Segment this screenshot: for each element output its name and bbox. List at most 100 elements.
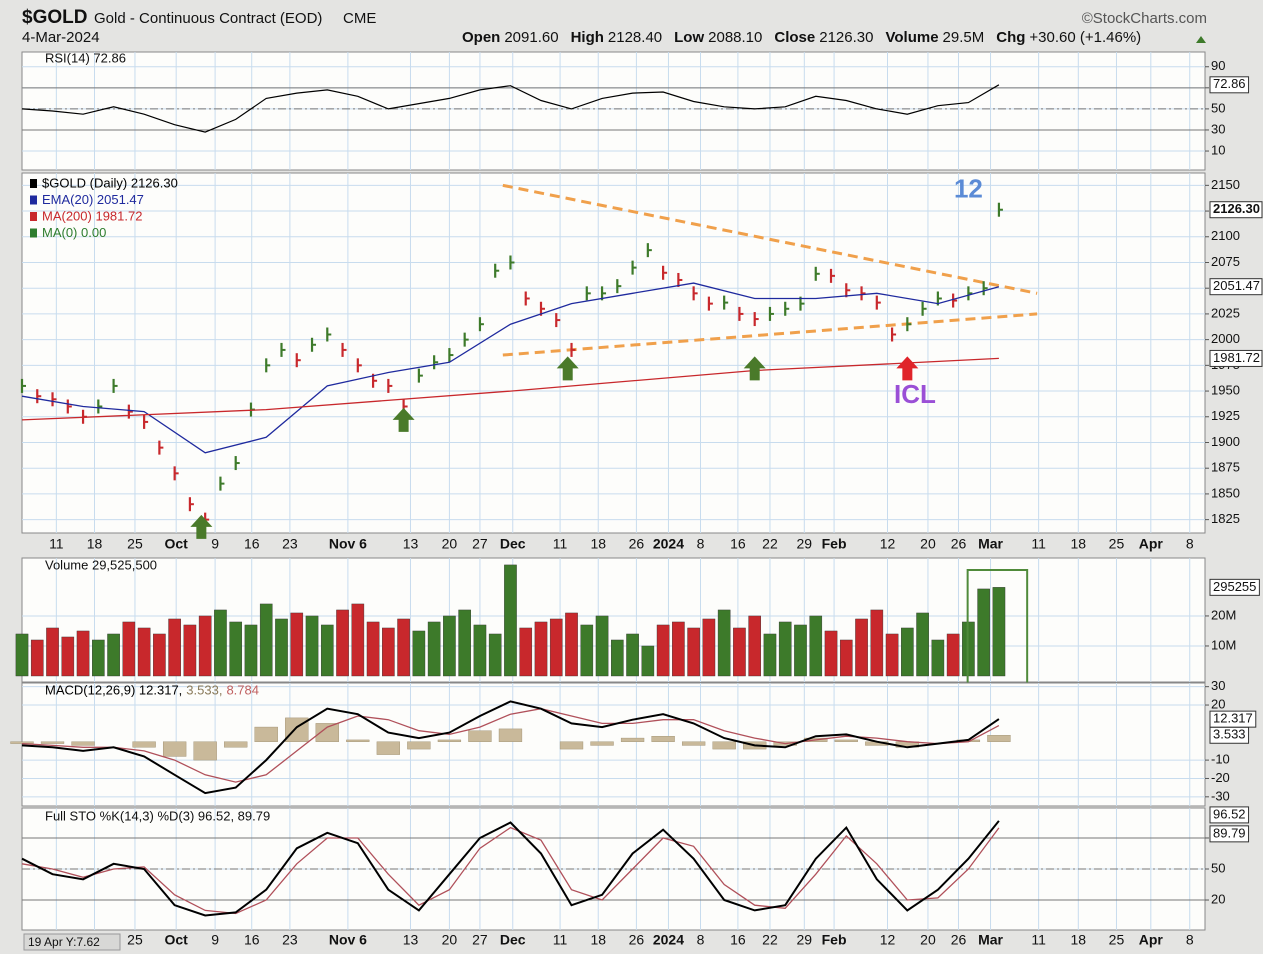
histogram-bar	[162, 741, 187, 757]
price-bar	[173, 466, 179, 481]
price-bar	[356, 358, 362, 373]
legend-swatch	[30, 195, 37, 205]
histogram-bar	[346, 739, 370, 742]
volume-bar	[76, 630, 90, 677]
volume-bar	[122, 621, 136, 677]
price-bar	[738, 306, 744, 321]
volume-bar	[778, 621, 792, 677]
volume-bar	[717, 609, 731, 677]
arrow-marker	[556, 356, 579, 381]
x-tick-label: 25	[127, 536, 143, 552]
y-tick-label: 90	[1211, 58, 1225, 73]
volume-bar	[473, 624, 487, 677]
x-tick-label: 9	[211, 536, 219, 552]
volume-bar	[794, 624, 807, 677]
value-box	[1209, 278, 1263, 296]
trendline	[502, 312, 1038, 357]
symbol: $GOLD	[22, 7, 87, 28]
x-tick-label: Feb	[822, 536, 847, 552]
volume-bar	[916, 612, 929, 677]
value-label: 3.533	[1213, 727, 1246, 742]
price-bar	[707, 296, 713, 311]
price-bar	[967, 286, 973, 301]
price-bar	[616, 279, 622, 294]
y-tick-label: 1925	[1211, 408, 1240, 423]
quote-value: 2126.30	[819, 29, 873, 46]
volume-bar	[885, 633, 899, 677]
price-bar	[494, 263, 500, 278]
price-bar	[723, 295, 729, 310]
y-tick-label: -10	[1211, 752, 1230, 767]
series-line	[21, 700, 1000, 795]
price-bar	[478, 317, 484, 332]
x-tick-label: 27	[472, 536, 488, 552]
histogram-bar	[224, 741, 248, 748]
y-tick-label: 50	[1211, 860, 1225, 875]
legend-swatch	[30, 228, 37, 238]
y-tick-label: 30	[1211, 121, 1225, 136]
y-tick-label: 2100	[1211, 228, 1240, 243]
volume-bar	[519, 627, 533, 677]
price-bar	[158, 440, 164, 455]
quote-value: 2091.60	[504, 29, 558, 46]
quote-label: Open	[462, 29, 500, 46]
volume-bar	[366, 621, 380, 677]
x-tick-label: 18	[590, 932, 606, 948]
x-tick-label: 12	[880, 536, 896, 552]
histogram-bar	[193, 741, 217, 761]
x-tick-label: Apr	[1139, 932, 1164, 948]
price-bar	[66, 399, 72, 414]
volume-bar	[30, 639, 44, 677]
volume-bar	[580, 624, 594, 677]
value-label: 295255	[1213, 579, 1256, 594]
price-bar	[188, 497, 194, 512]
volume-bar	[824, 630, 838, 677]
volume-bar	[931, 639, 945, 677]
panel-title: MACD(12,26,9) 12.317,	[45, 682, 182, 697]
quote-value: 2128.40	[608, 29, 662, 46]
price-bar	[982, 281, 988, 296]
note-box	[23, 933, 121, 951]
series-line	[21, 820, 1000, 917]
panel-title: 3.533,	[186, 682, 222, 697]
x-tick-label: 18	[87, 536, 103, 552]
volume-bar	[611, 639, 624, 677]
price-bar	[524, 291, 530, 306]
y-tick-label: 30	[1211, 678, 1225, 693]
x-tick-label: 27	[472, 932, 488, 948]
volume-bar	[549, 618, 563, 677]
y-tick-label: -30	[1211, 788, 1230, 803]
x-tick-label: 25	[1109, 932, 1125, 948]
price-bar	[662, 265, 668, 280]
volume-bar	[946, 633, 960, 677]
value-box	[1209, 201, 1263, 219]
volume-bar	[61, 636, 75, 677]
panel-title: RSI(14) 72.86	[45, 50, 126, 65]
price-bar	[890, 327, 897, 342]
volume-bar	[656, 624, 670, 677]
volume-bar	[763, 633, 777, 677]
legend-entry: $GOLD (Daily) 2126.30	[42, 175, 178, 190]
volume-bar	[748, 615, 762, 677]
x-tick-label: 22	[762, 932, 778, 948]
x-tick-label: 18	[1071, 932, 1087, 948]
value-box	[1209, 710, 1257, 728]
x-tick-label: Mar	[978, 932, 1003, 948]
quote-value: +30.60 (+1.46%)	[1029, 29, 1141, 46]
trendline	[502, 183, 1038, 295]
volume-bar	[15, 633, 29, 677]
price-bar	[921, 301, 927, 316]
x-tick-label: 8	[1186, 536, 1194, 552]
y-tick-label: 50	[1211, 100, 1225, 115]
price-bar	[845, 283, 851, 298]
histogram-bar	[712, 741, 736, 750]
price-bar	[829, 268, 836, 283]
y-tick-label: 2000	[1211, 331, 1240, 346]
histogram-bar	[407, 741, 431, 750]
x-tick-label: 23	[282, 932, 298, 948]
x-tick-label: 23	[282, 536, 298, 552]
panel	[21, 51, 1206, 171]
volume-bar	[809, 615, 823, 677]
x-tick-label: 16	[244, 932, 260, 948]
histogram-bar	[254, 726, 278, 742]
